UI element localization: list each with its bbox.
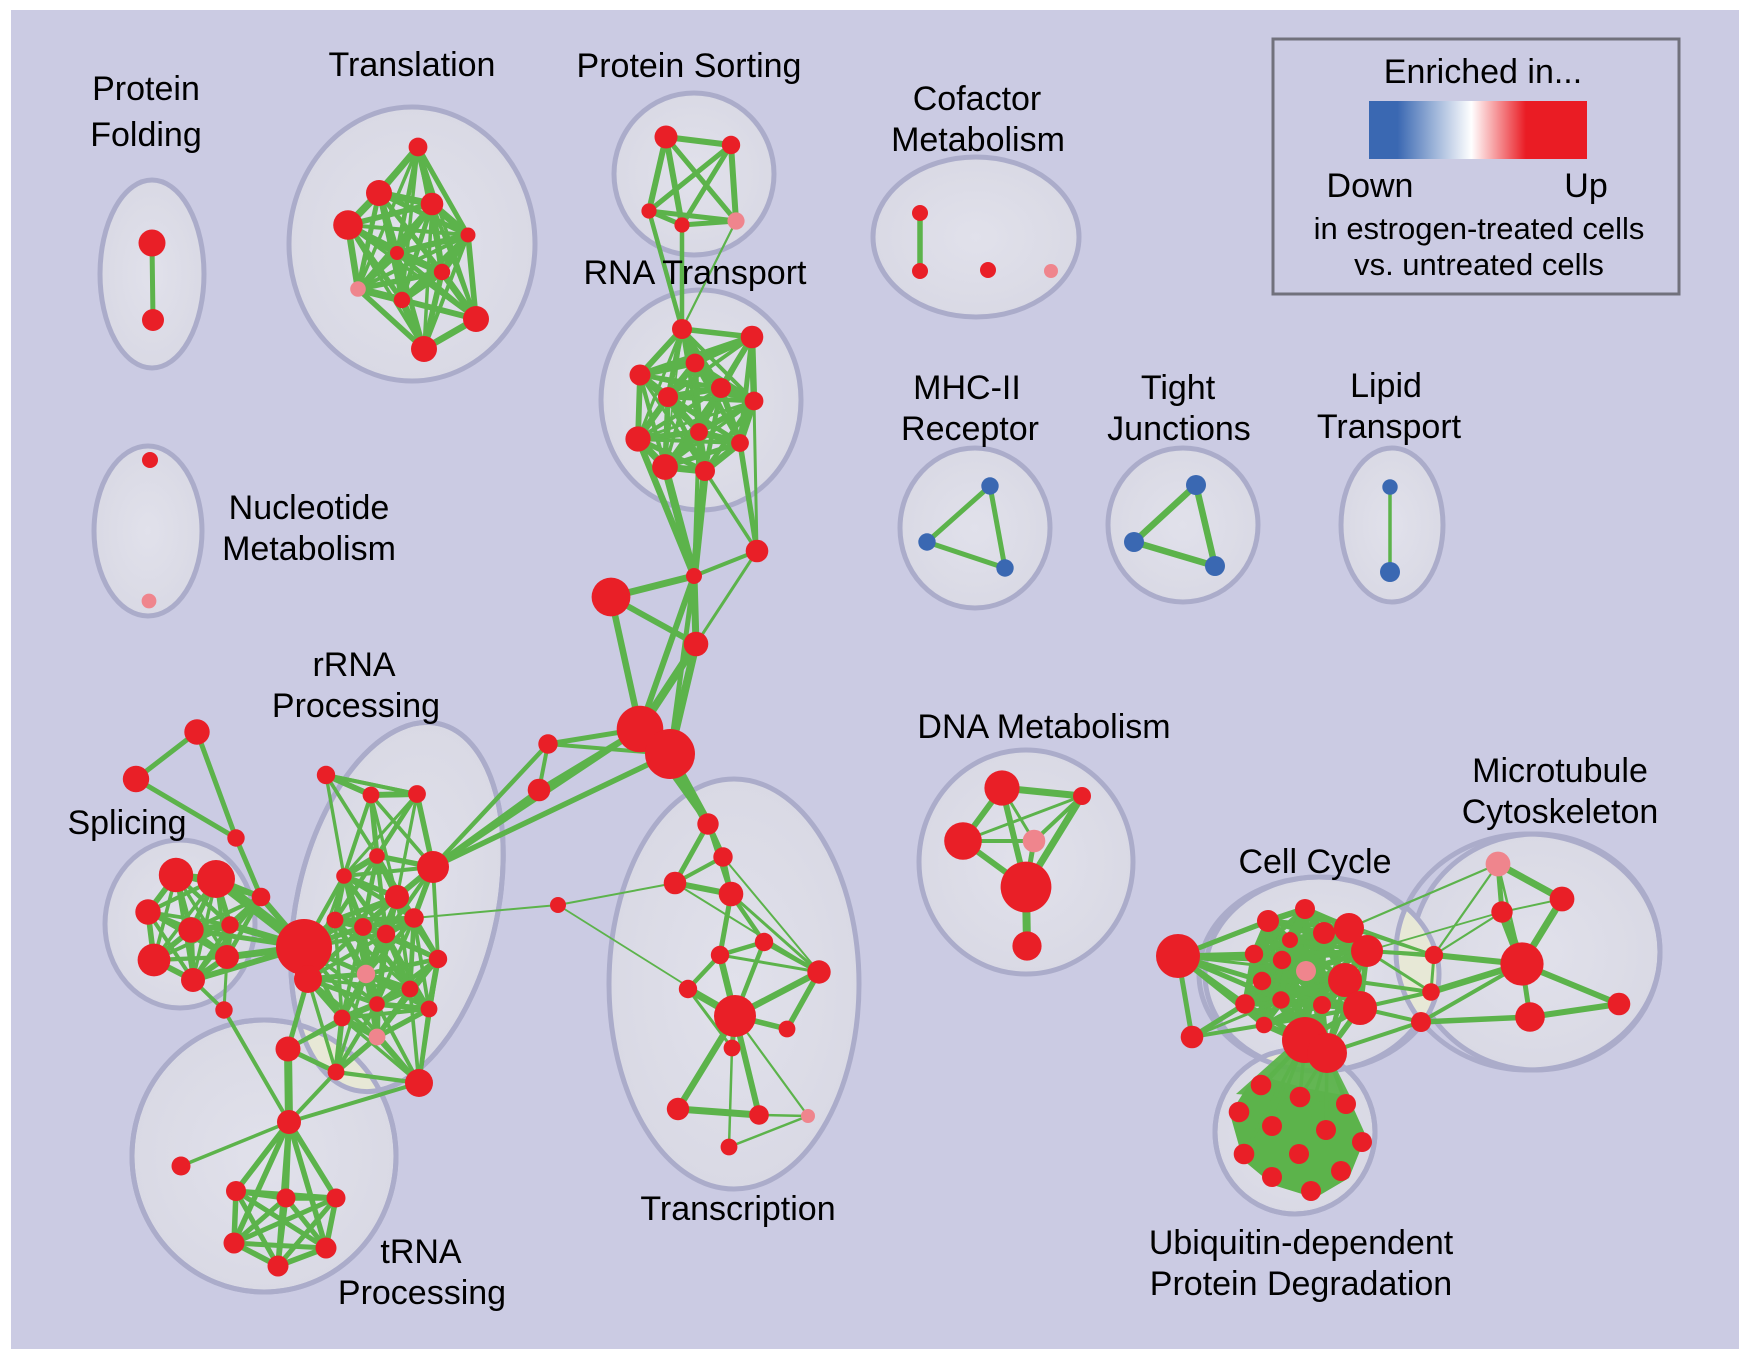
svg-text:Processing: Processing xyxy=(338,1274,506,1312)
svg-text:Metabolism: Metabolism xyxy=(222,530,396,568)
svg-text:Transport: Transport xyxy=(1317,408,1462,446)
svg-text:Junctions: Junctions xyxy=(1107,410,1251,448)
svg-text:Folding: Folding xyxy=(90,116,202,154)
svg-text:Protein: Protein xyxy=(92,70,200,108)
svg-text:Cofactor: Cofactor xyxy=(913,80,1042,118)
svg-text:tRNA: tRNA xyxy=(380,1233,462,1271)
svg-text:DNA Metabolism: DNA Metabolism xyxy=(917,708,1170,746)
svg-text:in estrogen-treated cells: in estrogen-treated cells xyxy=(1314,211,1645,246)
svg-text:Microtubule: Microtubule xyxy=(1472,752,1648,790)
svg-text:Cytoskeleton: Cytoskeleton xyxy=(1462,793,1659,831)
svg-text:Transcription: Transcription xyxy=(640,1190,835,1228)
svg-text:Protein Sorting: Protein Sorting xyxy=(577,47,802,85)
svg-text:Up: Up xyxy=(1564,167,1607,205)
svg-text:Metabolism: Metabolism xyxy=(891,121,1065,159)
svg-text:Down: Down xyxy=(1327,167,1414,205)
svg-text:Enriched in...: Enriched in... xyxy=(1384,53,1582,91)
svg-text:Tight: Tight xyxy=(1141,369,1216,407)
svg-text:Protein Degradation: Protein Degradation xyxy=(1150,1265,1452,1303)
svg-text:Ubiquitin-dependent: Ubiquitin-dependent xyxy=(1149,1224,1454,1262)
svg-text:RNA Transport: RNA Transport xyxy=(584,254,808,292)
svg-text:Lipid: Lipid xyxy=(1350,367,1422,405)
svg-text:Processing: Processing xyxy=(272,687,440,725)
svg-text:Nucleotide: Nucleotide xyxy=(229,489,390,527)
svg-text:Splicing: Splicing xyxy=(67,804,186,842)
svg-text:MHC-II: MHC-II xyxy=(913,369,1021,407)
svg-text:vs. untreated cells: vs. untreated cells xyxy=(1354,247,1604,282)
svg-text:Cell Cycle: Cell Cycle xyxy=(1238,843,1391,881)
svg-text:Receptor: Receptor xyxy=(901,410,1039,448)
svg-text:rRNA: rRNA xyxy=(312,646,395,684)
svg-text:Translation: Translation xyxy=(329,46,496,84)
